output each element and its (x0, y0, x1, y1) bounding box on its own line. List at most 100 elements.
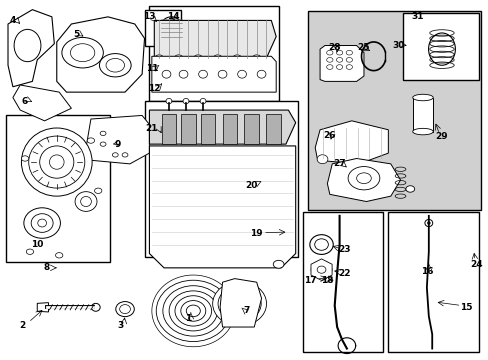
Ellipse shape (70, 44, 95, 62)
Ellipse shape (26, 249, 34, 255)
Polygon shape (152, 56, 276, 92)
Text: 12: 12 (148, 84, 160, 93)
Ellipse shape (213, 55, 222, 61)
Ellipse shape (229, 296, 249, 312)
Text: 30: 30 (391, 41, 404, 50)
Ellipse shape (336, 58, 342, 62)
Ellipse shape (347, 167, 379, 190)
Text: 3: 3 (117, 321, 123, 330)
Text: 25: 25 (357, 43, 369, 52)
Ellipse shape (106, 58, 124, 72)
Text: 13: 13 (143, 12, 155, 21)
Bar (305, 228, 356, 280)
Text: 23: 23 (338, 246, 350, 255)
Text: 2: 2 (20, 321, 26, 330)
Ellipse shape (237, 70, 246, 78)
Polygon shape (149, 110, 295, 144)
Text: 31: 31 (410, 12, 423, 21)
Text: 27: 27 (333, 159, 345, 168)
Ellipse shape (21, 156, 29, 161)
Ellipse shape (326, 58, 332, 62)
Ellipse shape (346, 65, 352, 69)
Bar (412, 98, 432, 132)
Bar (149, 6, 278, 101)
Text: 18: 18 (321, 276, 333, 285)
Text: 14: 14 (167, 12, 180, 21)
Ellipse shape (336, 50, 342, 55)
Polygon shape (154, 21, 276, 58)
Polygon shape (149, 146, 295, 268)
Ellipse shape (112, 153, 118, 157)
Ellipse shape (193, 55, 202, 61)
Ellipse shape (179, 70, 187, 78)
Ellipse shape (169, 291, 217, 331)
Ellipse shape (412, 129, 432, 135)
Ellipse shape (314, 239, 328, 250)
Ellipse shape (99, 54, 131, 77)
Ellipse shape (160, 17, 182, 39)
Polygon shape (266, 114, 281, 144)
Ellipse shape (91, 303, 100, 311)
Ellipse shape (346, 50, 352, 55)
Text: 16: 16 (420, 267, 433, 276)
Text: 15: 15 (459, 303, 471, 312)
Ellipse shape (232, 55, 241, 61)
Ellipse shape (200, 98, 205, 104)
Ellipse shape (218, 286, 261, 321)
Text: 20: 20 (245, 181, 258, 190)
Text: 1: 1 (185, 314, 191, 323)
Text: 8: 8 (44, 264, 50, 273)
Polygon shape (320, 45, 363, 81)
Ellipse shape (252, 55, 261, 61)
Ellipse shape (24, 208, 61, 238)
Ellipse shape (212, 282, 266, 326)
Text: 11: 11 (145, 64, 158, 73)
Text: 7: 7 (243, 306, 250, 315)
Ellipse shape (116, 302, 134, 317)
Ellipse shape (346, 58, 352, 62)
Bar (387, 212, 478, 352)
Ellipse shape (122, 153, 128, 157)
Bar (5, 116, 110, 262)
Polygon shape (200, 114, 215, 144)
Ellipse shape (326, 50, 332, 55)
Ellipse shape (257, 70, 265, 78)
Ellipse shape (311, 261, 331, 278)
Text: 10: 10 (31, 240, 43, 249)
Ellipse shape (218, 70, 226, 78)
Polygon shape (8, 10, 54, 87)
Bar (307, 12, 480, 211)
Ellipse shape (81, 197, 91, 207)
Bar (402, 13, 478, 80)
Ellipse shape (29, 136, 84, 188)
Text: 5: 5 (73, 30, 79, 39)
Ellipse shape (356, 173, 370, 184)
Text: 17: 17 (304, 276, 316, 285)
Ellipse shape (317, 266, 325, 273)
Ellipse shape (56, 253, 63, 258)
Text: 19: 19 (250, 229, 263, 238)
Ellipse shape (161, 38, 181, 44)
Ellipse shape (317, 155, 327, 164)
Ellipse shape (165, 98, 171, 104)
Ellipse shape (120, 305, 130, 314)
Ellipse shape (21, 128, 92, 196)
Text: 24: 24 (469, 260, 482, 269)
Ellipse shape (412, 94, 432, 101)
Ellipse shape (224, 291, 255, 317)
Ellipse shape (163, 20, 179, 35)
Ellipse shape (183, 98, 188, 104)
Text: 29: 29 (435, 132, 447, 141)
Polygon shape (220, 279, 261, 327)
Ellipse shape (75, 192, 97, 211)
Polygon shape (86, 116, 149, 164)
Text: 22: 22 (338, 269, 350, 278)
Ellipse shape (100, 142, 106, 146)
Ellipse shape (31, 214, 53, 232)
Ellipse shape (156, 280, 230, 342)
Ellipse shape (163, 286, 224, 336)
Ellipse shape (14, 30, 41, 62)
Bar (144, 10, 181, 45)
Text: 28: 28 (328, 43, 340, 52)
Ellipse shape (94, 188, 102, 193)
